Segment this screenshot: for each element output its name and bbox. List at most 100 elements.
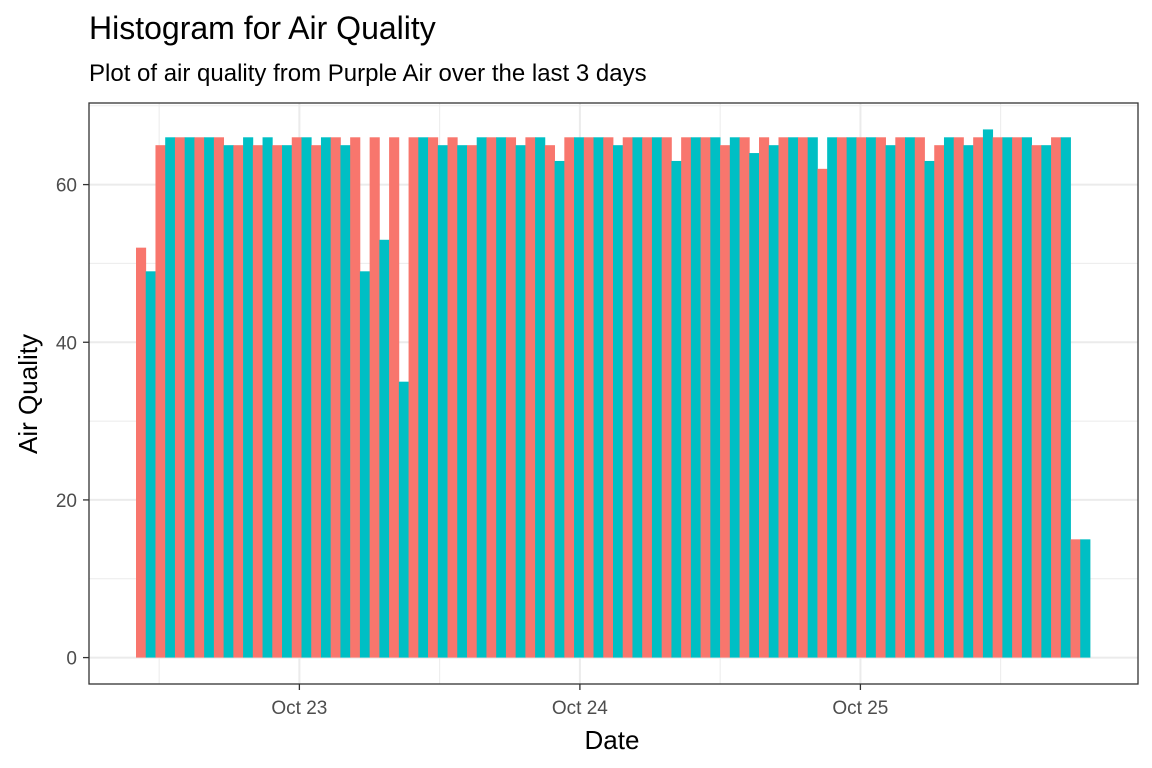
- plot-panel-border: [88, 102, 1139, 685]
- bar: [418, 137, 429, 658]
- bar: [262, 137, 273, 658]
- bar: [252, 145, 263, 658]
- bar: [574, 137, 585, 658]
- bar: [311, 145, 322, 658]
- bar: [924, 160, 935, 658]
- bar: [885, 145, 896, 658]
- bar: [788, 137, 799, 658]
- bar: [428, 137, 439, 658]
- bar: [914, 137, 925, 658]
- bar: [593, 137, 604, 658]
- bar: [204, 137, 215, 658]
- x-tick-label: Oct 25: [832, 698, 888, 719]
- chart-title: Histogram for Air Quality: [89, 10, 436, 46]
- bar: [700, 137, 711, 658]
- bar: [145, 271, 156, 658]
- bar: [720, 145, 731, 658]
- bar: [973, 137, 984, 658]
- bar: [982, 129, 994, 658]
- bar: [953, 137, 964, 658]
- bar: [651, 137, 663, 658]
- bar: [768, 145, 779, 658]
- y-axis: 0 20 40 60: [56, 176, 89, 670]
- y-axis-title: Air Quality: [13, 334, 43, 454]
- x-axis: Oct 23 Oct 24 Oct 25: [271, 684, 888, 719]
- bar: [1080, 539, 1091, 658]
- bar: [194, 137, 205, 658]
- bar: [1060, 137, 1071, 658]
- bar: [905, 137, 916, 658]
- bar: [690, 137, 702, 658]
- bar: [174, 137, 186, 658]
- bar: [934, 145, 945, 658]
- bar: [778, 137, 789, 658]
- bar: [272, 145, 283, 658]
- bar: [466, 145, 478, 658]
- bar: [632, 137, 643, 658]
- bar: [817, 168, 828, 658]
- bar: [505, 137, 517, 658]
- bar: [282, 145, 293, 658]
- y-tick-label: 20: [56, 491, 77, 512]
- bar: [544, 145, 555, 658]
- bar: [233, 145, 244, 658]
- bar: [437, 145, 448, 658]
- x-axis-title: Date: [585, 725, 640, 755]
- bar: [398, 381, 409, 658]
- bar: [1002, 137, 1013, 658]
- bar: [739, 137, 750, 658]
- bar: [846, 137, 857, 658]
- bar: [223, 145, 234, 658]
- chart-subtitle: Plot of air quality from Purple Air over…: [89, 60, 647, 87]
- bar: [895, 137, 906, 658]
- bar: [856, 137, 867, 658]
- bar: [1051, 137, 1062, 658]
- bar: [457, 145, 468, 658]
- bar: [340, 145, 351, 658]
- bar: [301, 137, 312, 658]
- x-tick-label: Oct 23: [271, 698, 327, 719]
- bar: [1031, 145, 1042, 658]
- bar: [389, 137, 400, 658]
- bar: [1041, 145, 1052, 658]
- bar: [992, 137, 1003, 658]
- bar: [642, 137, 653, 658]
- bar: [710, 137, 721, 658]
- bar: [535, 137, 546, 658]
- bar: [1021, 137, 1032, 658]
- bar: [622, 137, 633, 658]
- y-tick-label: 40: [56, 333, 77, 354]
- bar: [155, 145, 166, 658]
- bar: [1012, 137, 1023, 658]
- bar: [408, 137, 419, 658]
- bar: [243, 137, 254, 658]
- bar: [875, 137, 886, 658]
- bars: [136, 129, 1091, 658]
- bar: [330, 137, 341, 658]
- bar: [583, 137, 594, 658]
- bar: [350, 137, 361, 658]
- y-tick-label: 0: [66, 649, 77, 670]
- bar: [866, 137, 877, 658]
- bar: [759, 137, 770, 658]
- bar: [554, 160, 565, 658]
- bar: [136, 247, 147, 658]
- bar: [515, 145, 526, 658]
- bar: [447, 137, 458, 658]
- bar: [564, 137, 575, 658]
- bar: [476, 137, 487, 658]
- bar: [379, 239, 390, 658]
- bar: [827, 137, 838, 658]
- bar: [1070, 539, 1081, 658]
- bar: [613, 145, 624, 658]
- bar: [496, 137, 507, 658]
- x-tick-label: Oct 24: [552, 698, 608, 719]
- y-tick-label: 60: [56, 176, 77, 197]
- bar: [184, 137, 195, 658]
- bar: [661, 137, 672, 658]
- bar: [963, 145, 974, 658]
- bar: [369, 137, 380, 658]
- bar: [729, 137, 740, 658]
- bar: [486, 137, 497, 658]
